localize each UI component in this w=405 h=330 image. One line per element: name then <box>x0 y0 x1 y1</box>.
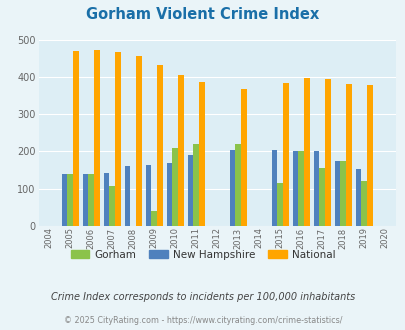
Text: Gorham Violent Crime Index: Gorham Violent Crime Index <box>86 7 319 22</box>
Bar <box>292 151 298 226</box>
Text: Crime Index corresponds to incidents per 100,000 inhabitants: Crime Index corresponds to incidents per… <box>51 292 354 302</box>
Bar <box>340 161 345 226</box>
Bar <box>145 165 151 226</box>
Bar <box>303 78 309 226</box>
Bar <box>177 75 183 226</box>
Bar <box>88 174 94 226</box>
Bar <box>67 174 73 226</box>
Bar <box>193 144 198 226</box>
Bar <box>136 56 141 226</box>
Bar <box>229 150 235 226</box>
Bar <box>319 168 324 226</box>
Bar <box>73 51 79 226</box>
Bar <box>62 174 67 226</box>
Text: © 2025 CityRating.com - https://www.cityrating.com/crime-statistics/: © 2025 CityRating.com - https://www.city… <box>64 316 341 325</box>
Bar <box>115 52 120 226</box>
Bar <box>355 169 360 226</box>
Bar <box>94 50 99 226</box>
Bar <box>82 174 88 226</box>
Bar <box>166 163 172 226</box>
Bar <box>157 65 162 226</box>
Legend: Gorham, New Hampshire, National: Gorham, New Hampshire, National <box>66 246 339 264</box>
Bar <box>313 151 319 226</box>
Bar <box>198 82 204 226</box>
Bar <box>103 173 109 226</box>
Bar <box>334 161 340 226</box>
Bar <box>241 89 246 226</box>
Bar <box>124 166 130 226</box>
Bar <box>109 186 115 226</box>
Bar <box>172 148 177 226</box>
Bar <box>360 181 366 226</box>
Bar <box>187 155 193 226</box>
Bar <box>324 79 330 226</box>
Bar <box>282 83 288 226</box>
Bar <box>151 211 157 226</box>
Bar <box>298 151 303 226</box>
Bar <box>235 144 241 226</box>
Bar <box>277 183 282 226</box>
Bar <box>345 84 351 226</box>
Bar <box>366 85 372 226</box>
Bar <box>271 150 277 226</box>
